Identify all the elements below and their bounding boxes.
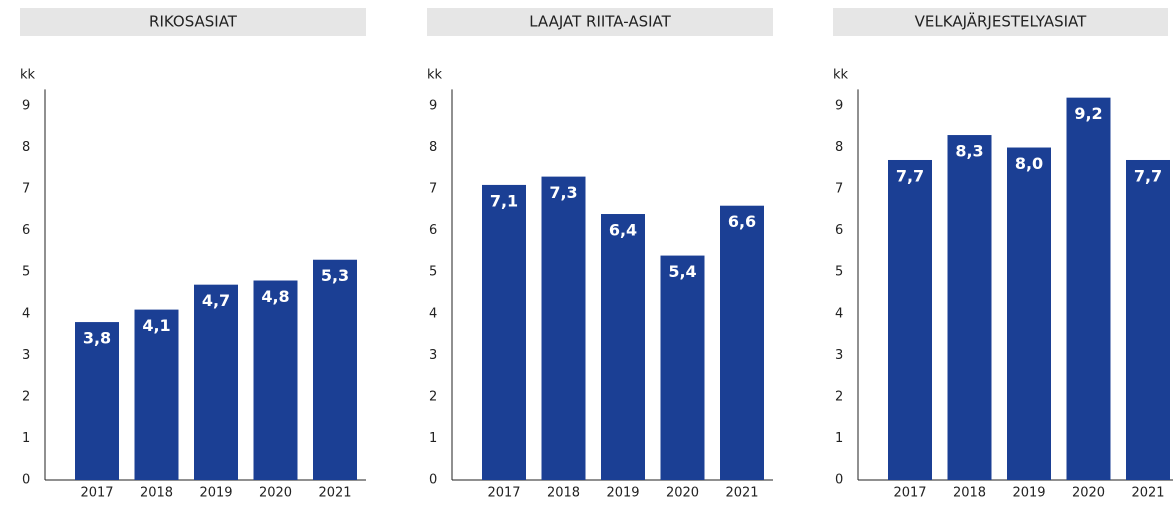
y-tick-label: 8: [22, 140, 30, 155]
chart-title: VELKAJÄRJESTELYASIAT: [915, 12, 1088, 31]
y-tick-label: 1: [835, 431, 843, 446]
value-label: 7,7: [896, 166, 924, 185]
title-box: [20, 8, 366, 36]
bar: [253, 280, 298, 480]
y-tick-label: 2: [429, 389, 437, 404]
y-tick-label: 2: [835, 389, 843, 404]
x-tick-label: 2018: [953, 486, 986, 501]
y-tick-label: 3: [22, 348, 30, 363]
bar: [720, 205, 764, 481]
y-tick-label: 3: [429, 348, 437, 363]
value-label: 4,7: [202, 291, 230, 310]
bar: [1007, 147, 1051, 480]
value-label: 6,4: [609, 221, 637, 240]
value-label: 7,7: [1134, 166, 1162, 185]
x-tick-label: 2018: [547, 486, 580, 501]
y-tick-label: 0: [835, 473, 843, 488]
x-tick-label: 2019: [199, 486, 232, 501]
y-tick-label: 5: [429, 265, 437, 280]
y-tick-label: 2: [22, 389, 30, 404]
bar: [541, 176, 586, 480]
x-tick-label: 2020: [1072, 486, 1105, 501]
x-tick-label: 2017: [893, 486, 926, 501]
x-tick-label: 2019: [1012, 486, 1045, 501]
value-label: 4,8: [261, 287, 289, 306]
y-tick-label: 6: [835, 223, 843, 238]
value-label: 8,3: [955, 142, 983, 161]
bar: [134, 309, 179, 480]
y-axis-label: kk: [833, 68, 849, 83]
x-tick-label: 2017: [487, 486, 520, 501]
x-tick-label: 2021: [725, 486, 758, 501]
y-tick-label: 8: [835, 140, 843, 155]
y-tick-label: 7: [22, 182, 30, 197]
value-label: 8,0: [1015, 154, 1043, 173]
y-tick-label: 4: [835, 306, 843, 321]
y-tick-label: 5: [835, 265, 843, 280]
y-tick-label: 1: [429, 431, 437, 446]
y-tick-label: 7: [429, 182, 437, 197]
y-tick-label: 0: [22, 473, 30, 488]
bar: [1126, 159, 1170, 480]
title-box: [427, 8, 773, 36]
y-tick-label: 5: [22, 265, 30, 280]
y-axis-label: kk: [20, 68, 36, 83]
y-tick-label: 1: [22, 431, 30, 446]
bar: [313, 259, 357, 480]
title-box: [833, 8, 1168, 36]
value-label: 6,6: [728, 212, 756, 231]
chart-title: RIKOSASIAT: [149, 13, 238, 31]
bar: [482, 184, 526, 480]
x-tick-label: 2018: [140, 486, 173, 501]
y-tick-label: 3: [835, 348, 843, 363]
x-tick-label: 2021: [318, 486, 351, 501]
bar: [75, 322, 119, 480]
bar: [888, 159, 932, 480]
bar: [660, 255, 705, 480]
x-tick-label: 2020: [259, 486, 292, 501]
y-tick-label: 4: [22, 306, 30, 321]
x-tick-label: 2021: [1131, 486, 1164, 501]
value-label: 5,4: [668, 262, 696, 281]
bar: [601, 214, 645, 481]
value-label: 3,8: [83, 329, 111, 348]
y-tick-label: 9: [835, 98, 843, 113]
value-label: 4,1: [142, 316, 170, 335]
x-tick-label: 2020: [666, 486, 699, 501]
bar: [194, 284, 238, 480]
x-tick-label: 2019: [606, 486, 639, 501]
y-tick-label: 9: [22, 98, 30, 113]
y-axis-label: kk: [427, 68, 443, 83]
y-tick-label: 8: [429, 140, 437, 155]
y-tick-label: 6: [429, 223, 437, 238]
chart-title: LAAJAT RIITA-ASIAT: [529, 13, 671, 31]
y-tick-label: 4: [429, 306, 437, 321]
value-label: 9,2: [1074, 104, 1102, 123]
y-tick-label: 9: [429, 98, 437, 113]
y-tick-label: 6: [22, 223, 30, 238]
x-tick-label: 2017: [80, 486, 113, 501]
value-label: 5,3: [321, 266, 349, 285]
value-label: 7,1: [490, 191, 518, 210]
bar: [947, 135, 992, 480]
bar: [1066, 97, 1111, 480]
y-tick-label: 0: [429, 473, 437, 488]
value-label: 7,3: [549, 183, 577, 202]
y-tick-label: 7: [835, 182, 843, 197]
